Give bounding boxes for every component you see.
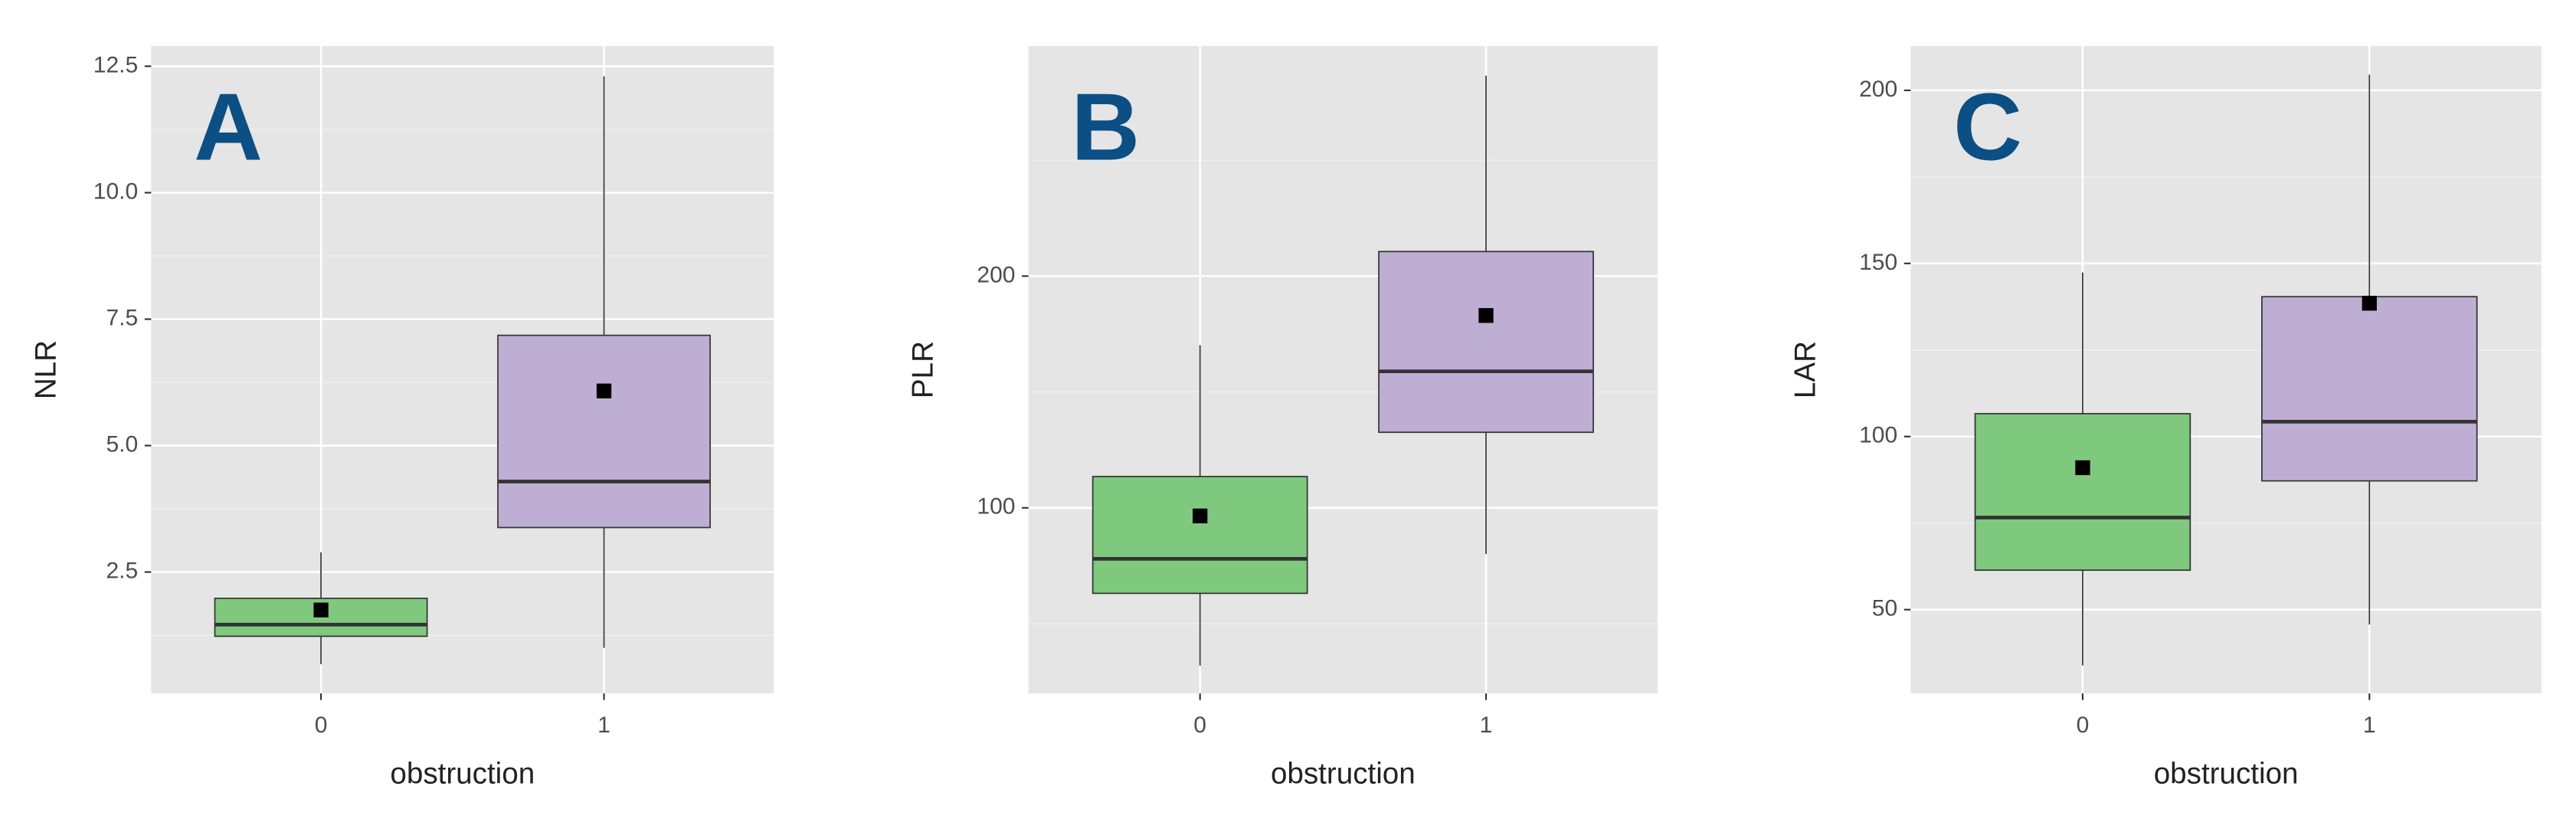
mean-point (2075, 460, 2090, 476)
x-tick-label: 0 (315, 713, 328, 738)
x-axis-title: obstruction (390, 758, 535, 791)
y-tick-label: 200 (1859, 77, 1897, 102)
y-tick-label: 100 (1859, 423, 1897, 448)
y-tick-label: 150 (1859, 250, 1897, 275)
box (2261, 296, 2478, 482)
y-tick-label: 200 (977, 262, 1015, 287)
y-tick-label: 10.0 (93, 179, 138, 204)
y-tick-label: 5.0 (106, 432, 138, 457)
x-axis-title: obstruction (1271, 758, 1416, 791)
x-axis-title: obstruction (2154, 758, 2299, 791)
x-tick-label: 1 (2363, 713, 2376, 738)
x-tick-label: 0 (1193, 713, 1206, 738)
y-tick-label: 12.5 (93, 52, 138, 77)
y-axis-title: LAR (1789, 341, 1822, 398)
box (1378, 251, 1594, 434)
mean-point (596, 383, 612, 398)
mean-point (313, 602, 329, 618)
y-axis-title: PLR (907, 341, 940, 398)
y-tick-label: 7.5 (106, 305, 138, 330)
y-axis-title: NLR (29, 340, 62, 399)
mean-point (1193, 508, 1208, 524)
y-tick-label: 50 (1872, 596, 1897, 621)
mean-point (2362, 296, 2377, 311)
box (497, 334, 711, 529)
mean-point (1478, 308, 1494, 323)
x-tick-label: 0 (2077, 713, 2090, 738)
y-tick-label: 100 (977, 494, 1015, 519)
y-tick-label: 2.5 (106, 559, 138, 584)
panel-letter: C (1953, 74, 2022, 181)
x-tick-label: 1 (597, 713, 610, 738)
panel-letter: A (194, 74, 263, 181)
x-tick-label: 1 (1480, 713, 1493, 738)
panel-letter: B (1071, 74, 1140, 181)
box (1092, 476, 1308, 595)
box (1974, 413, 2191, 572)
